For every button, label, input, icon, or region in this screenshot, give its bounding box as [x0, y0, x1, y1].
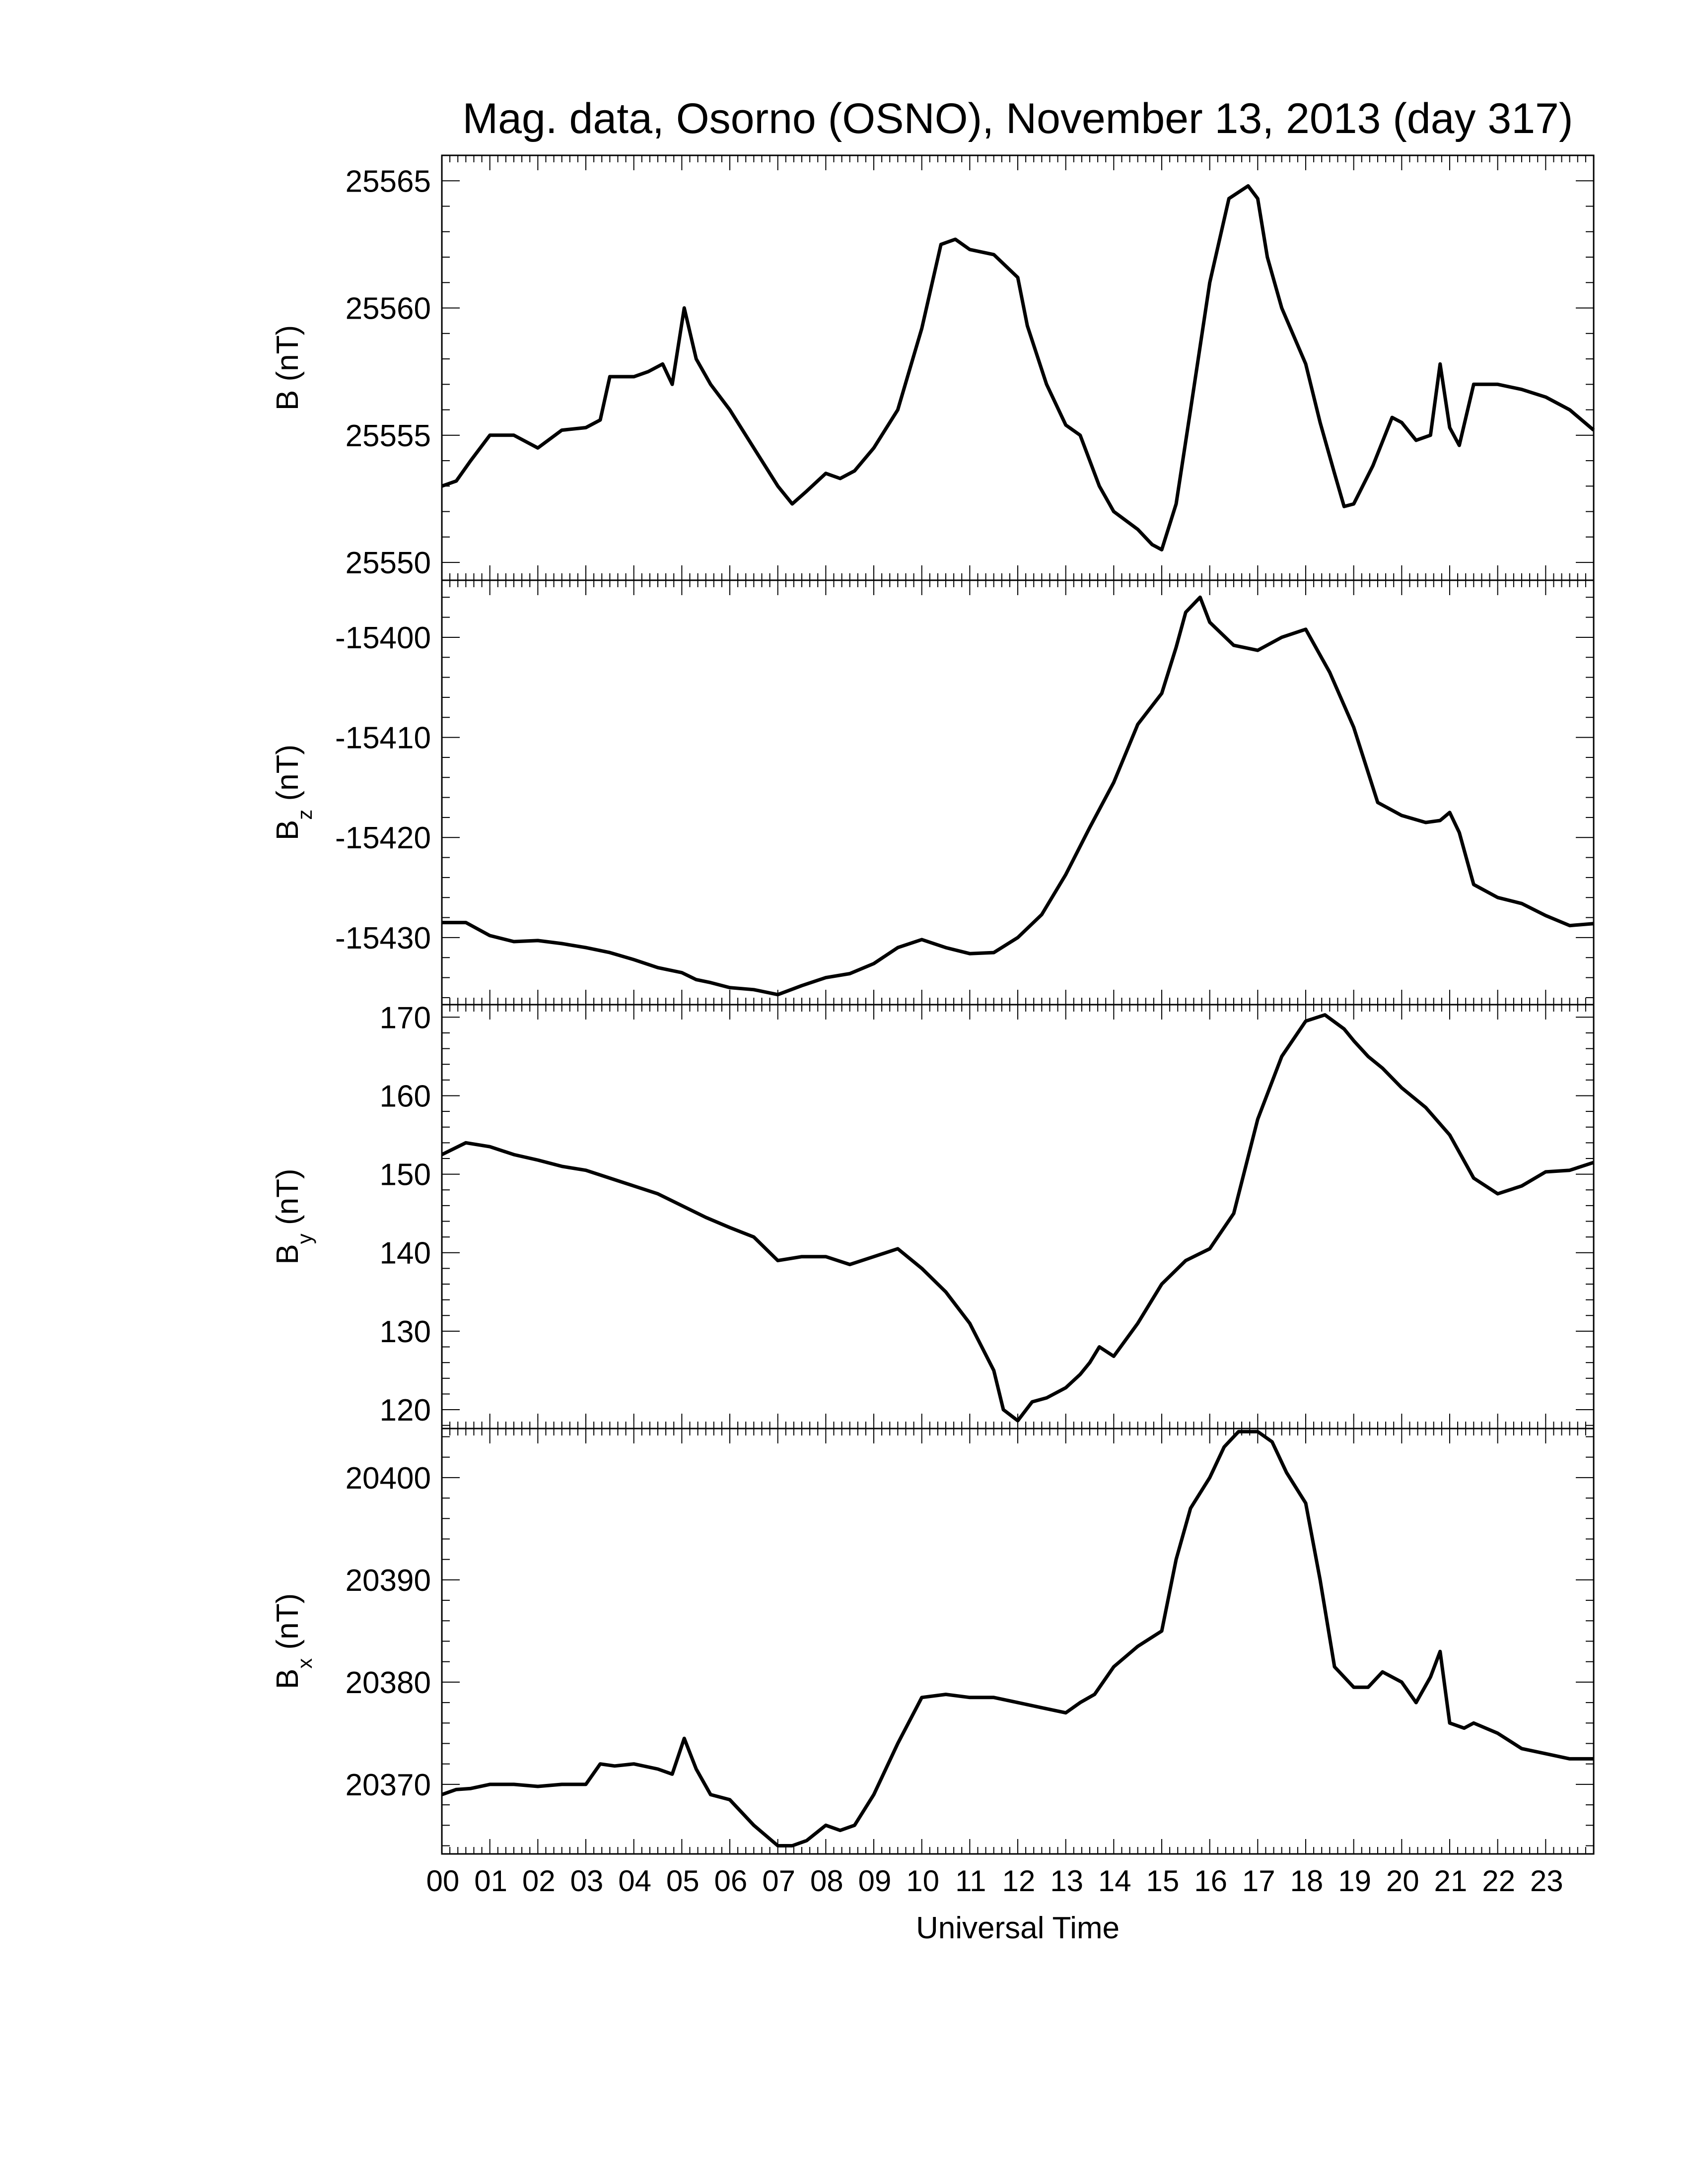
y-tick-label: 160: [380, 1079, 431, 1113]
series-line-Bx: [441, 1430, 1594, 1847]
x-tick-label: 10: [906, 1864, 939, 1898]
y-tick-label: 20370: [346, 1768, 431, 1802]
y-axis-label-sub: z: [293, 810, 316, 820]
x-tick-label: 04: [618, 1864, 651, 1898]
x-tick-label: 21: [1434, 1864, 1468, 1898]
panel-B: 25550 25555 25560 25565 B (nT): [271, 154, 1595, 581]
x-tick-label: 01: [474, 1864, 507, 1898]
y-tick-label: -15420: [335, 821, 431, 855]
x-tick-label: 19: [1338, 1864, 1371, 1898]
x-tick-label: 06: [714, 1864, 748, 1898]
y-tick-label: -15410: [335, 721, 431, 755]
x-tick-label: 07: [762, 1864, 795, 1898]
y-axis-label-sub: y: [293, 1233, 316, 1244]
series-line-By: [441, 1013, 1595, 1423]
y-axis-label: By (nT): [271, 1168, 316, 1264]
x-tick-label: 14: [1098, 1864, 1131, 1898]
y-axis-label-main: B: [271, 390, 305, 410]
y-axis-label-main: B: [271, 1244, 305, 1264]
y-tick-label: 20400: [346, 1461, 431, 1496]
y-tick-label: 25550: [346, 546, 431, 580]
panel-frame: [441, 154, 1595, 581]
y-axis-label-sub: x: [293, 1658, 316, 1669]
y-tick-label: 25565: [346, 164, 431, 199]
x-tick-label: 09: [858, 1864, 892, 1898]
chart-title: Mag. data, Osorno (OSNO), November 13, 2…: [462, 95, 1573, 142]
panel-frame: [441, 579, 1595, 1006]
y-axis-label: B (nT): [271, 325, 305, 410]
y-tick-label: -15430: [335, 921, 431, 956]
x-tick-label: 05: [666, 1864, 700, 1898]
y-axis-label-main: B: [271, 820, 305, 840]
x-tick-label: 02: [522, 1864, 556, 1898]
y-axis-label-unit: (nT): [271, 1593, 305, 1658]
y-tick-label: 25560: [346, 292, 431, 326]
x-tick-label: 20: [1386, 1864, 1419, 1898]
y-axis-label: Bx (nT): [271, 1593, 316, 1689]
x-tick-label: 18: [1290, 1864, 1324, 1898]
series-line-Bz: [442, 595, 1594, 997]
y-axis-label: Bz (nT): [271, 745, 316, 840]
panel-By: 120 130 140 150 160 170 By (nT): [271, 1001, 1595, 1430]
x-tick-label: 12: [1002, 1864, 1036, 1898]
y-tick-label: 25555: [346, 419, 431, 453]
x-tick-label: 23: [1530, 1864, 1563, 1898]
panel-frame: [441, 1428, 1595, 1855]
y-tick-label: -15400: [335, 621, 431, 655]
y-tick-label: 130: [380, 1315, 431, 1349]
y-tick-label: 170: [380, 1001, 431, 1035]
series-line-B: [441, 184, 1595, 551]
y-tick-label: 140: [380, 1236, 431, 1271]
y-axis-label-main: B: [271, 1669, 305, 1689]
x-tick-label: 16: [1194, 1864, 1227, 1898]
y-tick-label: 120: [380, 1393, 431, 1428]
y-tick-label: 20390: [346, 1564, 431, 1598]
x-tick-label: 15: [1146, 1864, 1180, 1898]
x-tick-label: 11: [955, 1864, 986, 1898]
y-axis-label-unit: (nT): [271, 745, 305, 810]
x-tick-label: 08: [810, 1864, 844, 1898]
x-tick-label: 13: [1050, 1864, 1083, 1898]
y-axis-label-unit: (nT): [271, 1168, 305, 1233]
x-tick-label: 22: [1482, 1864, 1515, 1898]
y-tick-label: 20380: [346, 1666, 431, 1700]
x-tick-labels: 00 01 02 03 04 05 06 07 08 09 10 11 12 13 14 15 16 17 18 19…: [426, 1864, 1563, 1898]
x-tick-label: 17: [1242, 1864, 1275, 1898]
x-axis-label: Universal Time: [916, 1911, 1120, 1945]
panel-Bz: -15430 -15420 -15410 -15400 Bz (nT): [271, 579, 1595, 1006]
y-tick-label: 150: [380, 1158, 431, 1192]
panel-frame: [441, 1004, 1595, 1430]
panel-Bx: 20370 20380 20390 20400 Bx (nT): [271, 1428, 1595, 1855]
x-tick-label: 00: [426, 1864, 460, 1898]
y-axis-label-unit: (nT): [271, 325, 305, 390]
x-tick-label: 03: [570, 1864, 604, 1898]
